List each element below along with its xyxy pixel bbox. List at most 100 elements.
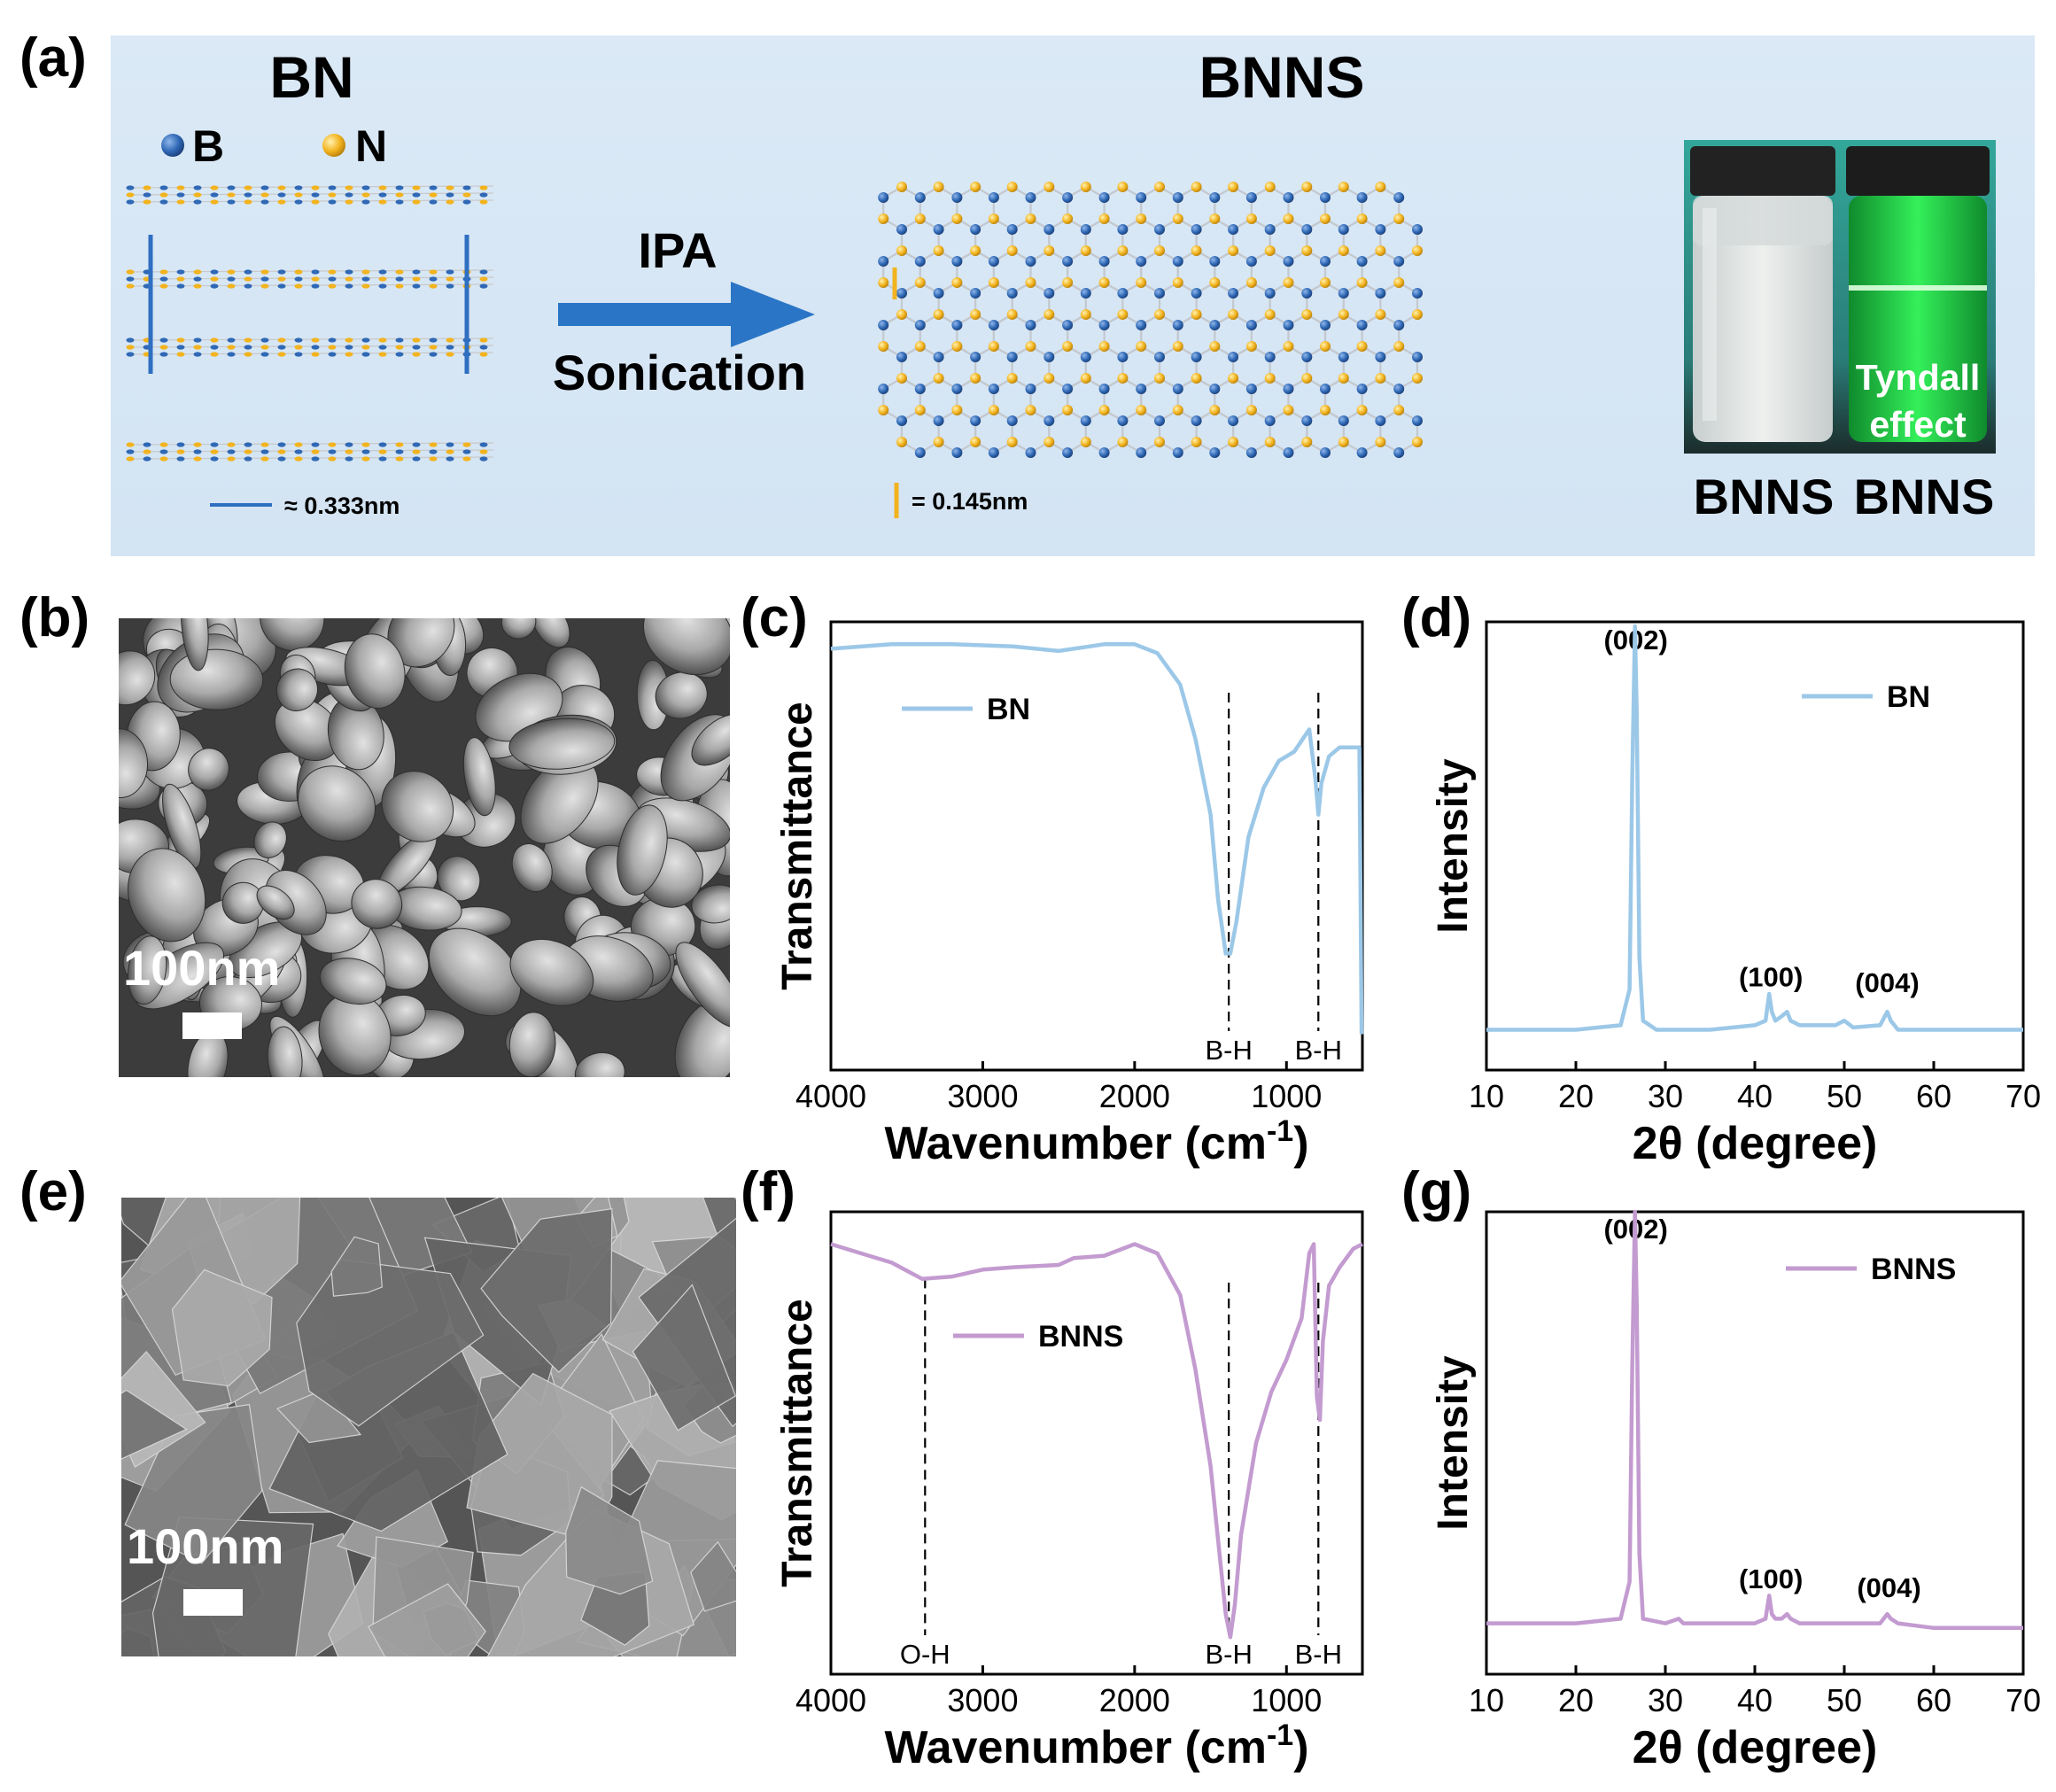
boron-atom	[914, 192, 926, 203]
nitrogen-atom	[878, 341, 889, 352]
sem-bn-scale-bar	[182, 1012, 242, 1039]
nitrogen-atom	[277, 276, 286, 282]
nitrogen-atom	[1044, 437, 1055, 447]
nitrogen-atom	[1044, 309, 1055, 320]
boron-atom	[361, 337, 370, 343]
nitrogen-atom	[462, 192, 471, 198]
boron-atom	[210, 442, 219, 447]
boron-atom	[970, 224, 981, 235]
boron-atom	[1117, 288, 1129, 299]
nitrogen-atom	[896, 437, 907, 447]
boron-atom	[193, 199, 202, 205]
nitrogen-atom	[294, 442, 303, 447]
boron-atom	[462, 199, 471, 205]
boron-legend-icon	[161, 134, 184, 157]
boron-atom	[1136, 447, 1147, 458]
nitrogen-atom	[159, 192, 168, 198]
plot-frame	[829, 620, 1364, 1072]
boron-atom	[244, 442, 252, 447]
nitrogen-atom	[227, 456, 236, 462]
nitrogen-atom	[395, 269, 404, 275]
boron-atom	[1228, 224, 1239, 235]
boron-atom	[311, 269, 320, 275]
x-tick-label: 20	[1558, 1078, 1594, 1114]
boron-atom	[1154, 352, 1165, 362]
nitrogen-atom	[1209, 213, 1221, 224]
boron-atom	[328, 337, 337, 343]
nitrogen-atom	[914, 213, 926, 224]
nitrogen-atom	[446, 276, 454, 282]
x-tick-label: 70	[2006, 1078, 2041, 1114]
nitrogen-atom	[176, 276, 185, 282]
boron-atom	[143, 442, 151, 447]
nitrogen-atom	[260, 283, 269, 289]
nitrogen-atom	[1172, 341, 1183, 352]
peak-assignment-label: O-H	[900, 1639, 950, 1670]
boron-atom	[1191, 415, 1202, 426]
nitrogen-atom	[1356, 341, 1368, 352]
nitrogen-atom	[1320, 341, 1331, 352]
nitrogen-atom	[260, 192, 269, 198]
nitrogen-atom	[294, 456, 303, 462]
nitrogen-atom	[345, 449, 353, 454]
boron-atom	[1356, 447, 1368, 458]
nitrogen-atom	[1172, 405, 1183, 415]
x-tick-label: 10	[1469, 1078, 1504, 1114]
nitrogen-atom	[361, 192, 370, 198]
boron-atom	[210, 192, 219, 198]
boron-atom	[1301, 224, 1313, 235]
boron-atom	[1117, 224, 1129, 235]
panel-label-c: (c)	[741, 587, 808, 648]
nitrogen-atom	[260, 345, 269, 350]
sem-grain	[119, 650, 156, 706]
x-tick-label: 4000	[795, 1078, 866, 1114]
nitrogen-atom	[479, 185, 488, 190]
boron-atom	[1209, 192, 1221, 203]
nitrogen-atom	[395, 442, 404, 447]
nitrogen-atom	[378, 199, 387, 205]
sem-image-bnns: 100nm	[121, 1198, 736, 1656]
nitrogen-atom	[988, 277, 999, 288]
boron-atom	[378, 269, 387, 275]
nitrogen-atom	[1375, 373, 1386, 384]
nitrogen-atom	[1301, 182, 1313, 192]
sem-grain	[381, 771, 454, 842]
nitrogen-atom	[1338, 437, 1349, 447]
nitrogen-atom	[1320, 277, 1331, 288]
nitrogen-legend-icon	[322, 134, 345, 157]
sem-grain	[691, 884, 730, 924]
boron-atom	[1172, 447, 1183, 458]
nitrogen-atom	[1025, 405, 1036, 415]
nitrogen-atom	[1320, 213, 1331, 224]
panel-label-a: (a)	[19, 27, 87, 89]
x-tick-label: 40	[1737, 1682, 1773, 1718]
boron-atom	[361, 449, 370, 454]
boron-atom	[429, 199, 438, 205]
boron-atom	[210, 269, 219, 275]
sem-grain	[462, 737, 496, 817]
nitrogen-atom	[412, 276, 421, 282]
bulk-bn-layers	[126, 185, 494, 462]
nitrogen-atom	[896, 245, 907, 256]
bnns-title: BNNS	[1199, 44, 1364, 110]
boron-atom	[446, 269, 454, 275]
sem-grain	[691, 713, 730, 766]
nitrogen-atom	[1044, 182, 1055, 192]
boron-atom	[361, 199, 370, 205]
sem-grain	[180, 618, 209, 671]
boron-atom	[412, 442, 421, 447]
boron-atom	[878, 384, 889, 394]
boron-atom	[176, 283, 185, 289]
boron-atom	[328, 352, 337, 357]
boron-atom	[1245, 320, 1257, 330]
sem-grain	[127, 848, 206, 943]
boron-atom	[1136, 256, 1147, 267]
nitrogen-atom	[159, 269, 168, 275]
boron-atom	[193, 337, 202, 343]
exfoliation-scheme: BN BNNS B N ≈ 0.333nm IPA Sonication = 0…	[111, 35, 2035, 556]
nitrogen-atom	[479, 199, 488, 205]
boron-atom	[159, 199, 168, 205]
nitrogen-atom	[933, 245, 944, 256]
peak-assignment-label: B-H	[1205, 1639, 1252, 1670]
